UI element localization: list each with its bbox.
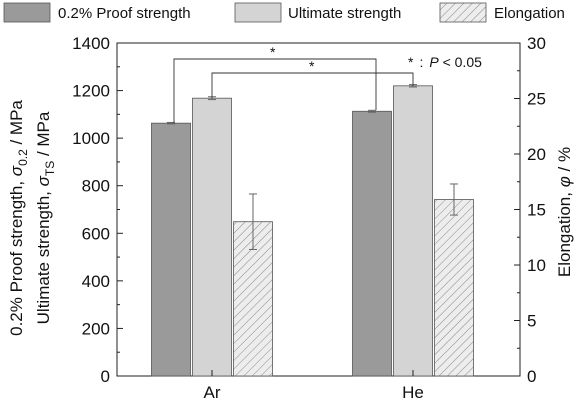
right-axis-ticks: 0 5 10 15 20 25 30 (514, 34, 546, 386)
bar-proof-ar (151, 122, 191, 377)
left-tick-label-400: 400 (82, 272, 110, 291)
category-label-ar: Ar (204, 383, 221, 402)
significance-bracket-proof: * (173, 44, 377, 123)
legend-item-proof: 0.2% Proof strength (3, 2, 191, 23)
y2-axis-title: Elongation, φ / % (555, 147, 574, 277)
right-tick-label-5: 5 (527, 312, 536, 331)
error-bar-elongation-he (450, 183, 458, 216)
error-bar-elongation-ar (249, 193, 257, 250)
left-axis-ticks: 0 200 400 600 800 1000 1200 1400 (72, 34, 123, 386)
bars (151, 85, 474, 377)
left-tick-label-200: 200 (82, 319, 110, 338)
category-labels: Ar He (204, 370, 424, 402)
legend: 0.2% Proof strength Ultimate strength El… (3, 2, 565, 23)
error-bar-proof-he (368, 109, 376, 113)
legend-item-ultimate: Ultimate strength (234, 2, 401, 23)
y-axis-title-line1: 0.2% Proof strength, σ0.2 / MPa (7, 100, 30, 336)
bar-elongation-he (434, 199, 474, 377)
legend-item-elongation: Elongation (439, 2, 565, 23)
bar-ultimate-he (393, 85, 433, 377)
significance-marker-proof: * (270, 44, 276, 60)
right-tick-label-30: 30 (527, 34, 546, 53)
left-tick-label-600: 600 (82, 224, 110, 243)
significance-bracket-ultimate: * (211, 58, 414, 98)
legend-swatch-ultimate (234, 2, 282, 23)
left-tick-label-1400: 1400 (72, 34, 110, 53)
legend-label-ultimate: Ultimate strength (288, 5, 401, 22)
left-tick-label-1200: 1200 (72, 82, 110, 101)
bar-proof-he (352, 110, 392, 377)
right-tick-label-25: 25 (527, 90, 546, 109)
right-tick-label-0: 0 (527, 367, 536, 386)
significance-marker-ultimate: * (309, 58, 315, 74)
legend-label-proof: 0.2% Proof strength (58, 5, 191, 22)
category-label-he: He (402, 383, 424, 402)
error-bars (167, 84, 458, 250)
p-value-note: *: P < 0.05 (408, 54, 482, 70)
legend-swatch-proof (3, 2, 51, 23)
right-tick-label-20: 20 (527, 145, 546, 164)
bar-ultimate-ar (192, 97, 232, 377)
left-tick-label-800: 800 (82, 177, 110, 196)
right-tick-label-15: 15 (527, 201, 546, 220)
left-tick-label-1000: 1000 (72, 129, 110, 148)
legend-swatch-elongation (439, 2, 487, 23)
left-tick-label-0: 0 (101, 367, 110, 386)
legend-label-elongation: Elongation (494, 5, 565, 22)
y-axis-title-line2: Ultimate strength, σTS / MPa (34, 111, 57, 324)
right-tick-label-10: 10 (527, 256, 546, 275)
